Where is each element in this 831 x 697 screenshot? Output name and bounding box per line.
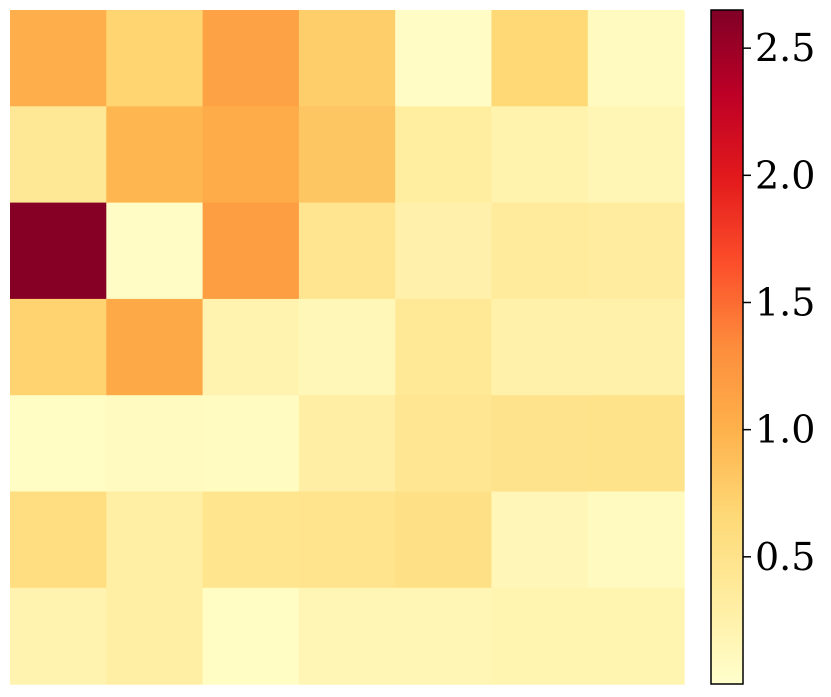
heatmap-cell-r1-c2 [202, 106, 300, 204]
heatmap-cell-r3-c3 [298, 298, 396, 396]
colorbar-tick-label: 2.5 [755, 26, 815, 70]
heatmap-cell-r6-c6 [587, 587, 685, 685]
heatmap-cell-r2-c1 [106, 202, 204, 300]
heatmap-cell-r3-c0 [10, 298, 107, 396]
heatmap-cell-r5-c0 [10, 491, 107, 589]
heatmap-cell-r0-c0 [10, 10, 107, 107]
heatmap-cell-r5-c5 [491, 491, 589, 589]
heatmap-cell-r1-c5 [491, 106, 589, 204]
colorbar-tick-label: 1.5 [755, 280, 815, 324]
heatmap-cell-r3-c4 [395, 298, 493, 396]
colorbar-gradient [711, 10, 743, 684]
heatmap-cell-r4-c2 [202, 395, 300, 493]
colorbar-tick-label: 0.5 [755, 535, 815, 579]
heatmap-cell-r0-c2 [202, 10, 300, 107]
heatmap-cell-r6-c4 [395, 587, 493, 685]
heatmap-cell-r6-c0 [10, 587, 107, 685]
heatmap-cell-r6-c2 [202, 587, 300, 685]
colorbar-tick-label: 1.0 [755, 408, 815, 452]
colorbar-tick-label: 2.0 [755, 153, 815, 197]
heatmap-cell-r1-c1 [106, 106, 204, 204]
heatmap-cell-r3-c1 [106, 298, 204, 396]
heatmap-cell-r2-c6 [587, 202, 685, 300]
heatmap-grid [10, 10, 685, 685]
heatmap-cell-r6-c1 [106, 587, 204, 685]
heatmap-cell-r1-c3 [298, 106, 396, 204]
heatmap-cell-r0-c3 [298, 10, 396, 107]
heatmap-cell-r5-c6 [587, 491, 685, 589]
heatmap-cell-r1-c0 [10, 106, 107, 204]
heatmap-cell-r2-c5 [491, 202, 589, 300]
heatmap-cell-r2-c2 [202, 202, 300, 300]
colorbar-frame [710, 9, 744, 685]
heatmap-cell-r4-c4 [395, 395, 493, 493]
heatmap-cell-r1-c4 [395, 106, 493, 204]
colorbar-ticks: 0.5 1.0 1.5 2.0 2.5 [743, 26, 815, 579]
heatmap-cell-r4-c3 [298, 395, 396, 493]
colorbar: 0.5 1.0 1.5 2.0 2.5 [710, 9, 815, 685]
heatmap-cell-r4-c1 [106, 395, 204, 493]
heatmap-cell-r5-c1 [106, 491, 204, 589]
heatmap-cell-r5-c3 [298, 491, 396, 589]
heatmap-cell-r4-c0 [10, 395, 107, 493]
heatmap-cell-r0-c6 [587, 10, 685, 107]
heatmap-cell-r3-c2 [202, 298, 300, 396]
heatmap-cell-r2-c3 [298, 202, 396, 300]
heatmap-cell-r4-c6 [587, 395, 685, 493]
heatmap-cell-r5-c2 [202, 491, 300, 589]
heatmap-cell-r1-c6 [587, 106, 685, 204]
heatmap-cell-r0-c4 [395, 10, 493, 107]
heatmap-cell-r6-c3 [298, 587, 396, 685]
heatmap-cell-r3-c5 [491, 298, 589, 396]
heatmap-cell-r0-c5 [491, 10, 589, 107]
heatmap-cell-r2-c0 [10, 202, 107, 300]
heatmap-cell-r0-c1 [106, 10, 204, 107]
heatmap-cell-r6-c5 [491, 587, 589, 685]
heatmap-cell-r5-c4 [395, 491, 493, 589]
heatmap-cell-r4-c5 [491, 395, 589, 493]
heatmap-cell-r3-c6 [587, 298, 685, 396]
heatmap-cell-r2-c4 [395, 202, 493, 300]
